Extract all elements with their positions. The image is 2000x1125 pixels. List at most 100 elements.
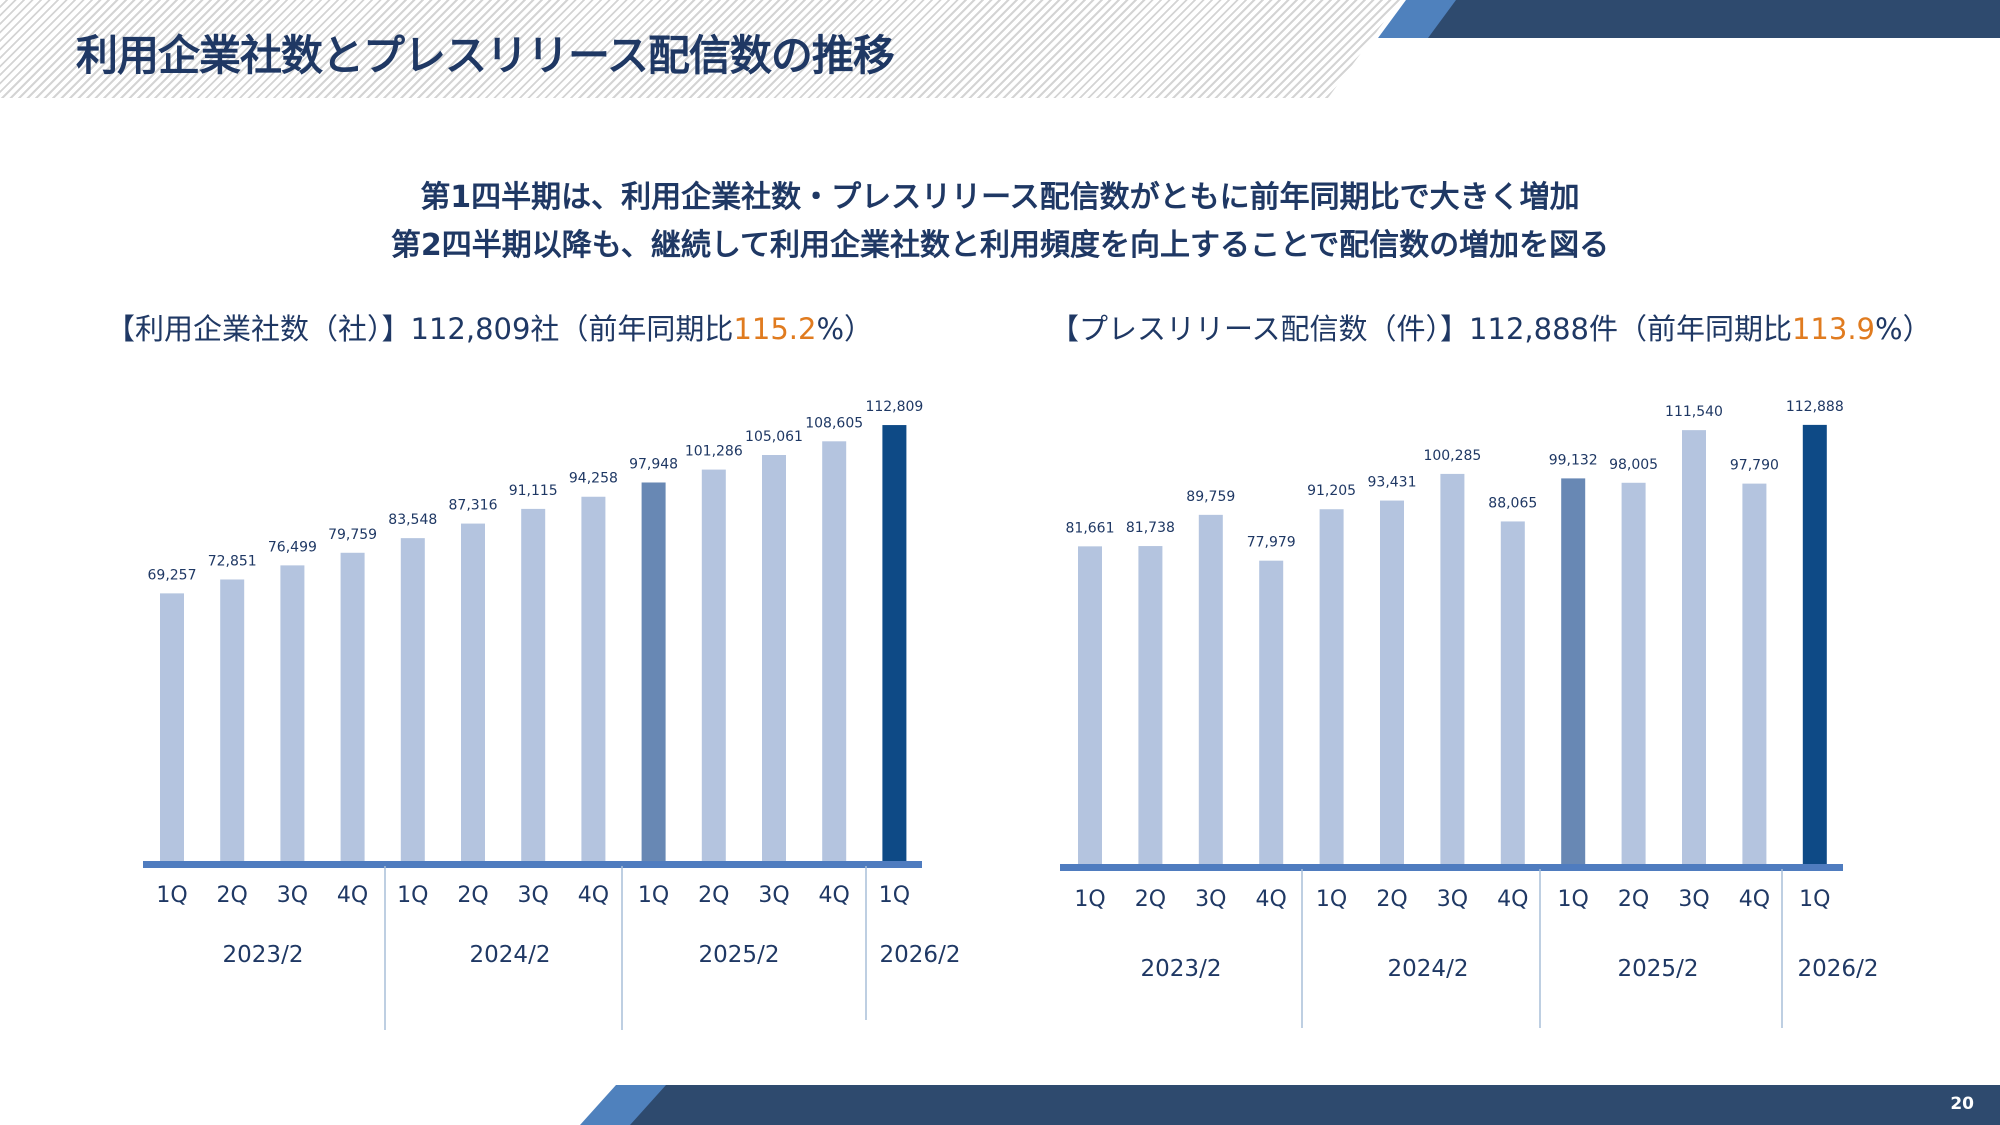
chart-left-value-label-5: 87,316	[449, 498, 498, 514]
chart-right-bar-8	[1561, 478, 1586, 864]
chart-right-group-label-2: 2025/2	[1618, 956, 1699, 982]
chart-left-tick-label-11: 4Q	[819, 883, 850, 908]
chart-right-bar-6	[1440, 473, 1465, 864]
chart-left-bar-11	[822, 441, 847, 861]
chart-left-header: 【利用企業社数（社）】112,809社（前年同期比115.2%）	[106, 306, 873, 348]
chart-left-tick-label-6: 3Q	[518, 883, 549, 908]
chart-left-bar-1	[220, 579, 245, 861]
chart-right-group-label-0: 2023/2	[1141, 956, 1222, 982]
chart-right-tick-label-3: 4Q	[1256, 887, 1287, 912]
chart-right-value-label-9: 98,005	[1609, 457, 1658, 473]
chart-right-value-label-3: 77,979	[1247, 535, 1296, 551]
chart-left-tick-label-0: 1Q	[156, 883, 187, 908]
chart-right-x-axis	[1060, 864, 1843, 871]
chart-right-value-label-12: 112,888	[1786, 399, 1844, 415]
chart-right-header-prefix: 【プレスリリース配信数（件）】112,888件（前年同期比	[1050, 312, 1792, 346]
chart-right-bar-0	[1078, 546, 1102, 864]
chart-right-tick-label-1: 2Q	[1135, 887, 1166, 912]
chart-left-value-label-4: 83,548	[388, 512, 437, 528]
chart-right-value-label-11: 97,790	[1730, 458, 1779, 474]
chart-left-bar-7	[581, 496, 606, 861]
chart-right-tick-label-6: 3Q	[1437, 887, 1468, 912]
chart-right-header-suffix: %）	[1875, 312, 1932, 346]
subtitle-line-2: 第2四半期以降も、継続して利用企業社数と利用頻度を向上することで配信数の増加を図…	[390, 228, 1610, 263]
chart-left-bar-12	[882, 425, 907, 861]
chart-right-value-label-7: 88,065	[1488, 495, 1537, 511]
chart-right-value-label-8: 99,132	[1549, 452, 1598, 468]
chart-left-tick-label-9: 2Q	[698, 883, 729, 908]
chart-left-tick-label-7: 4Q	[578, 883, 609, 908]
chart-right-tick-label-2: 3Q	[1195, 887, 1226, 912]
chart-right-tick-label-12: 1Q	[1799, 887, 1830, 912]
chart-right-growth-rate: 113.9	[1791, 312, 1876, 346]
chart-left-bar-10	[762, 455, 786, 861]
chart-right-bar-10	[1682, 430, 1706, 864]
page-number: 20	[1950, 1094, 1974, 1114]
chart-left-bar-6	[521, 508, 546, 861]
subtitle-line-1: 第1四半期は、利用企業社数・プレスリリース配信数がともに前年同期比で大きく増加	[420, 180, 1580, 215]
chart-left-bar-5	[461, 523, 485, 861]
chart-left-value-label-7: 94,258	[569, 471, 618, 487]
chart-right-header: 【プレスリリース配信数（件）】112,888件（前年同期比113.9%）	[1050, 306, 1932, 348]
bottom-accent-bar	[630, 1085, 2000, 1125]
chart-left-x-axis	[143, 861, 922, 868]
chart-right-value-label-4: 91,205	[1307, 483, 1356, 499]
chart-right-value-label-10: 111,540	[1665, 404, 1723, 420]
chart-left-tick-label-10: 3Q	[758, 883, 789, 908]
chart-left-tick-label-8: 1Q	[638, 883, 669, 908]
chart-left-group-label-0: 2023/2	[223, 942, 304, 968]
chart-right-tick-label-10: 3Q	[1678, 887, 1709, 912]
chart-right-bar-3	[1259, 560, 1284, 864]
chart-left-tick-label-3: 4Q	[337, 883, 368, 908]
chart-left-value-label-6: 91,115	[509, 483, 558, 499]
chart-left-tick-label-5: 2Q	[457, 883, 488, 908]
chart-right-tick-label-0: 1Q	[1074, 887, 1105, 912]
chart-right-group-label-1: 2024/2	[1388, 956, 1469, 982]
chart-right-bar-9	[1621, 482, 1646, 864]
chart-left-header-prefix: 【利用企業社数（社）】112,809社（前年同期比	[106, 312, 734, 346]
chart-right-tick-label-4: 1Q	[1316, 887, 1347, 912]
chart-left-value-label-3: 79,759	[328, 527, 377, 543]
top-accent-bar	[1428, 0, 2000, 38]
chart-left-value-label-8: 97,948	[629, 456, 678, 472]
chart-right-value-label-2: 89,759	[1186, 489, 1235, 505]
chart-left-value-label-11: 108,605	[805, 415, 863, 431]
chart-left-group-label-2: 2025/2	[699, 942, 780, 968]
chart-right-value-label-6: 100,285	[1423, 448, 1481, 464]
chart-left-value-label-2: 76,499	[268, 539, 317, 555]
chart-right-bar-12	[1802, 424, 1827, 864]
chart-left-group-label-3: 2026/2	[880, 942, 961, 968]
chart-right-tick-label-5: 2Q	[1376, 887, 1407, 912]
chart-left-bar-0	[160, 593, 184, 861]
chart-right-tick-label-9: 2Q	[1618, 887, 1649, 912]
chart-left-bar-2	[280, 565, 305, 861]
chart-right-bar-7	[1500, 521, 1525, 864]
chart-right-group-label-3: 2026/2	[1798, 956, 1879, 982]
chart-left-header-suffix: %）	[816, 312, 874, 346]
chart-right-tick-label-8: 1Q	[1558, 887, 1589, 912]
chart-right-bar-4	[1319, 509, 1344, 864]
chart-right-bar-1	[1138, 546, 1163, 864]
chart-left-value-label-10: 105,061	[745, 429, 803, 445]
chart-left-bar-4	[400, 538, 425, 861]
header-hatch-background	[0, 0, 1400, 98]
chart-right-tick-label-7: 4Q	[1497, 887, 1528, 912]
chart-left-bar-3	[340, 552, 365, 861]
chart-right-bar-11	[1742, 483, 1767, 864]
page-title: 利用企業社数とプレスリリース配信数の推移	[76, 31, 895, 80]
chart-left-tick-label-2: 3Q	[277, 883, 308, 908]
chart-right-tick-label-11: 4Q	[1739, 887, 1770, 912]
chart-right-value-label-5: 93,431	[1368, 475, 1417, 491]
chart-right-bar-2	[1198, 514, 1223, 864]
chart-left-bar-9	[701, 469, 726, 861]
chart-right-bar-5	[1380, 500, 1404, 864]
chart-left-value-label-9: 101,286	[685, 444, 743, 460]
chart-left-value-label-1: 72,851	[208, 553, 257, 569]
chart-left-growth-rate: 115.2	[733, 312, 817, 346]
chart-left-tick-label-12: 1Q	[879, 883, 910, 908]
chart-right-value-label-0: 81,661	[1066, 520, 1115, 536]
chart-left-group-label-1: 2024/2	[470, 942, 551, 968]
chart-left-value-label-12: 112,809	[865, 399, 923, 415]
chart-left-value-label-0: 69,257	[148, 567, 197, 583]
